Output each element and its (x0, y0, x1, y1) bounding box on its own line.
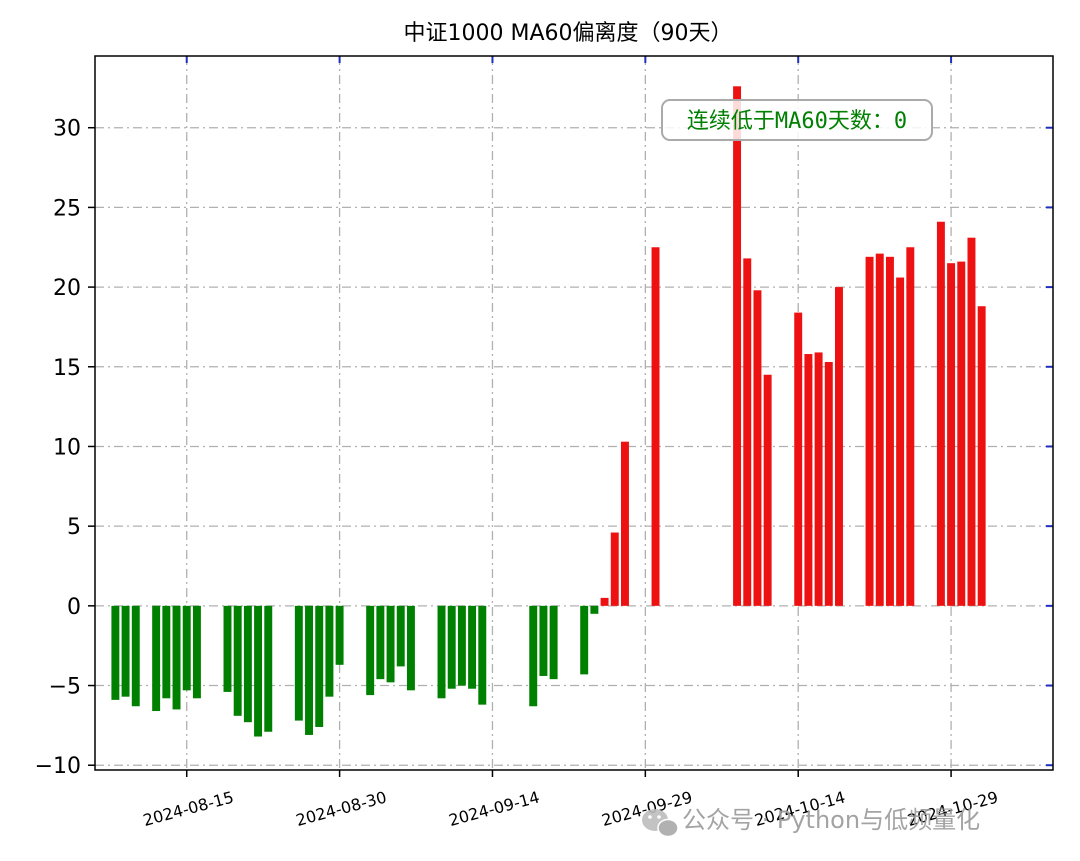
bars (111, 86, 986, 737)
bar (468, 605, 477, 689)
bar (885, 256, 894, 606)
bar (804, 354, 813, 606)
bar (305, 605, 313, 735)
plot-frame (94, 55, 1054, 771)
chart-title: 中证1000 MA60偏离度（90天） (403, 21, 732, 46)
bar (967, 237, 976, 606)
bar (549, 605, 558, 680)
bar (794, 312, 803, 606)
bar (376, 605, 385, 680)
bar (590, 605, 599, 614)
bar (610, 532, 619, 606)
bar (947, 263, 956, 606)
bar (814, 352, 823, 606)
y-tick-label: −5 (49, 675, 81, 700)
y-tick-label: 10 (53, 435, 81, 460)
bar (172, 605, 181, 710)
bar (233, 605, 242, 716)
bar (835, 287, 843, 606)
bar (254, 605, 263, 737)
x-tick-label: 2024-08-30 (294, 788, 389, 830)
bar (733, 86, 742, 606)
bar (457, 605, 466, 686)
bar (437, 605, 446, 699)
watermark: 公众号 · Python与低频量化 (642, 806, 980, 838)
bar (243, 605, 252, 723)
bar (131, 605, 140, 707)
bar (111, 605, 120, 700)
bar (957, 261, 966, 606)
annotation-box-frame (661, 99, 933, 141)
bar (335, 605, 344, 665)
bar (478, 605, 487, 705)
annotation-text: 连续低于MA60天数：0 (687, 109, 907, 134)
bar (936, 221, 945, 606)
y-tick-label: 0 (67, 595, 81, 620)
y-tick-label: 30 (53, 117, 81, 142)
bar (315, 605, 324, 727)
bar (264, 605, 273, 732)
bar (386, 605, 395, 683)
bar (396, 605, 405, 667)
bar (447, 605, 456, 689)
bar (192, 605, 201, 699)
y-tick-label: 15 (53, 356, 81, 381)
bar (294, 605, 303, 721)
x-tick-label: 2024-09-14 (447, 788, 542, 830)
bar (325, 605, 334, 697)
bar (875, 253, 884, 606)
bar (182, 605, 191, 691)
bar (865, 256, 874, 606)
wechat-icon (642, 809, 679, 838)
y-tick-label: 20 (53, 276, 81, 301)
bar (906, 247, 915, 606)
y-tick-label: −10 (35, 754, 81, 779)
bar (121, 605, 130, 697)
bar (539, 605, 548, 676)
bar (743, 258, 752, 606)
bar (896, 277, 905, 606)
y-tick-label: 5 (67, 515, 81, 540)
bar (580, 605, 589, 675)
x-tick-label: 2024-08-15 (141, 788, 236, 830)
bar (600, 597, 609, 606)
y-tick-label: 25 (53, 196, 81, 221)
bar (152, 605, 161, 712)
bar (763, 374, 772, 606)
bar (824, 362, 833, 606)
bar (162, 605, 171, 699)
bar (529, 605, 538, 707)
bar (223, 605, 232, 692)
bar (366, 605, 375, 696)
bar (620, 441, 629, 606)
watermark-text: 公众号 · Python与低频量化 (682, 806, 980, 834)
bar (406, 605, 415, 691)
annotation-box: 连续低于MA60天数：0 (661, 99, 933, 141)
bar (977, 306, 986, 606)
bar (651, 247, 660, 606)
bar (753, 290, 762, 606)
